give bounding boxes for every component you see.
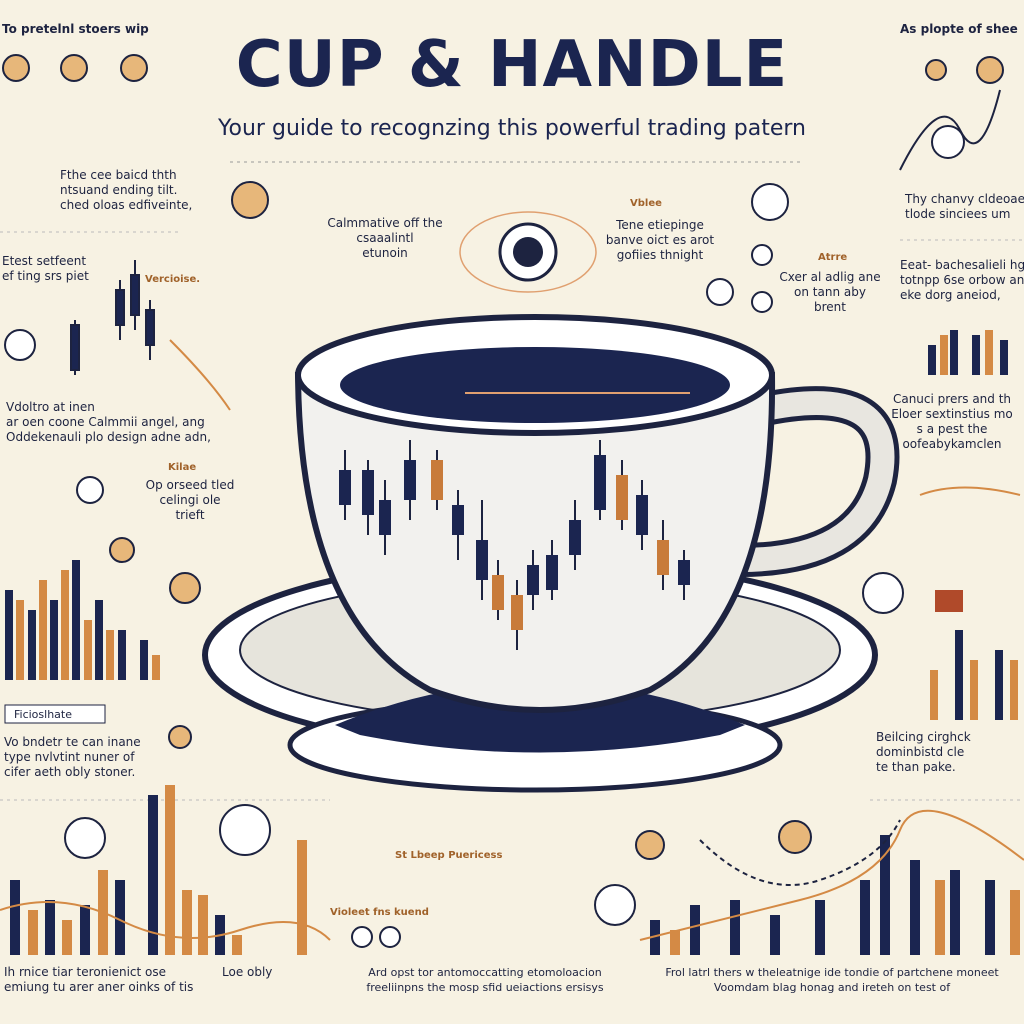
text-block: Cxer al adlig ane on tann aby brent [770, 270, 890, 315]
text-line: As plopte of shee [900, 22, 1018, 36]
text-line: Canuci prers and th [892, 392, 1012, 406]
text-block: Ard opst tor antomoccatting etomoloacion… [340, 965, 630, 995]
text-block: To pretelnl stoers wip [2, 22, 149, 37]
text-block: Vblee [630, 196, 662, 211]
text-block: Ficioslhate [14, 707, 72, 722]
text-line: Oddekenauli plo design adne adn, [6, 430, 211, 444]
text-block: Ih rnice tiar teronienict ose emiung tu a… [4, 965, 193, 995]
text-block: Fthe cee baicd thth ntsuand ending tilt. c… [60, 168, 192, 213]
text-line: Calmmative off the [327, 216, 443, 230]
text-line: Fthe cee baicd thth [60, 168, 177, 182]
text-block: Op orseed tled celingi ole trieft [130, 478, 250, 523]
text-line: ntsuand ending tilt. [60, 183, 178, 197]
text-line: Atrre [818, 252, 848, 263]
text-line: Eeat- bachesalieli hg [900, 258, 1024, 272]
text-line: Thy chanvy cldeoae [905, 192, 1024, 206]
text-line: Tene etiepinge [616, 218, 704, 232]
text-line: cifer aeth obly stoner. [4, 765, 136, 779]
text-line: gofiies thnight [616, 248, 704, 262]
text-line: Kilae [168, 462, 197, 473]
text-line: totnpp 6se orbow anc [900, 273, 1024, 287]
text-line: Vdoltro at inen [6, 400, 95, 414]
text-line: celingi ole [159, 493, 221, 507]
text-line: s a pest the [916, 422, 988, 436]
text-block: Loe obly [222, 965, 272, 980]
text-block: Canuci prers and th Eloer sextinstius mo s… [880, 392, 1024, 452]
text-line: tlode sinciees um [905, 207, 1011, 221]
text-line: csaaalintl [356, 231, 414, 245]
text-line: ef ting srs piet [2, 269, 89, 283]
text-line: Cxer al adlig ane [779, 270, 881, 284]
text-line: emiung tu arer aner oinks of tis [4, 980, 194, 994]
text-block: St Lbeep Puericess [395, 848, 502, 863]
text-line: Beilcing cirghck [876, 730, 971, 744]
text-block: Vercioise. [145, 272, 200, 287]
text-line: ar oen coone Calmmii angel, ang [6, 415, 205, 429]
text-block: Beilcing cirghck dominbistd cle te than pa… [876, 730, 971, 775]
title: CUP & HANDLE [235, 28, 789, 102]
text-line: dominbistd cle [876, 745, 965, 759]
text-line: Frol latrl thers w theleatnige ide tondi… [665, 966, 999, 979]
text-line: on tann aby [794, 285, 866, 299]
subtitle: Your guide to recognzing this powerful t… [218, 116, 806, 141]
text-line: Vo bndetr te can inane [4, 735, 141, 749]
text-line: To pretelnl stoers wip [2, 22, 149, 36]
text-block: Vdoltro at inen ar oen coone Calmmii ange… [6, 400, 211, 445]
text-line: te than pake. [876, 760, 956, 774]
text-block: Calmmative off the csaaalintl etunoin [310, 216, 460, 261]
text-line: Vercioise. [145, 274, 201, 285]
text-line: brent [814, 300, 846, 314]
text-line: freeliinpns the mosp sfid ueiactions ers… [366, 981, 604, 994]
text-line: Voomdam blag honag and ireteh on test of [713, 981, 951, 994]
text-line: Ih rnice tiar teronienict ose [4, 965, 167, 979]
text-line: type nvlvtint nuner of [4, 750, 135, 764]
text-line: eke dorg aneiod, [900, 288, 1001, 302]
text-line: Op orseed tled [145, 478, 235, 492]
text-line: ched oloas edfiveinte, [60, 198, 193, 212]
text-line: Etest setfeent [2, 254, 87, 268]
text-line: banve oict es arot [605, 233, 715, 247]
text-block: Thy chanvy cldeoae tlode sinciees um [905, 192, 1024, 222]
text-line: St Lbeep Puericess [395, 850, 503, 861]
text-block: As plopte of shee [900, 22, 1018, 37]
text-line: etunoin [362, 246, 408, 260]
text-block: Etest setfeent ef ting srs piet [2, 254, 89, 284]
text-block: Vo bndetr te can inane type nvlvtint nune… [4, 735, 141, 780]
text-line: Violeet fns kuend [330, 907, 429, 918]
text-line: Ard opst tor antomoccatting etomoloacion [368, 966, 602, 979]
text-block: Violeet fns kuend [330, 905, 429, 920]
text-line: trieft [175, 508, 205, 522]
text-line: Eloer sextinstius mo [891, 407, 1013, 421]
text-line: oofeabykamclen [902, 437, 1002, 451]
text-block: Frol latrl thers w theleatnige ide tondi… [640, 965, 1024, 995]
text-block: Kilae [168, 460, 196, 475]
text-line: Vblee [630, 198, 662, 209]
text-block: Tene etiepinge banve oict es arot gofiies … [590, 218, 730, 263]
text-line: Ficioslhate [14, 708, 72, 721]
text-block: Atrre [818, 250, 847, 265]
text-block: Eeat- bachesalieli hg totnpp 6se orbow an… [900, 258, 1024, 303]
text-line: Loe obly [222, 965, 273, 979]
